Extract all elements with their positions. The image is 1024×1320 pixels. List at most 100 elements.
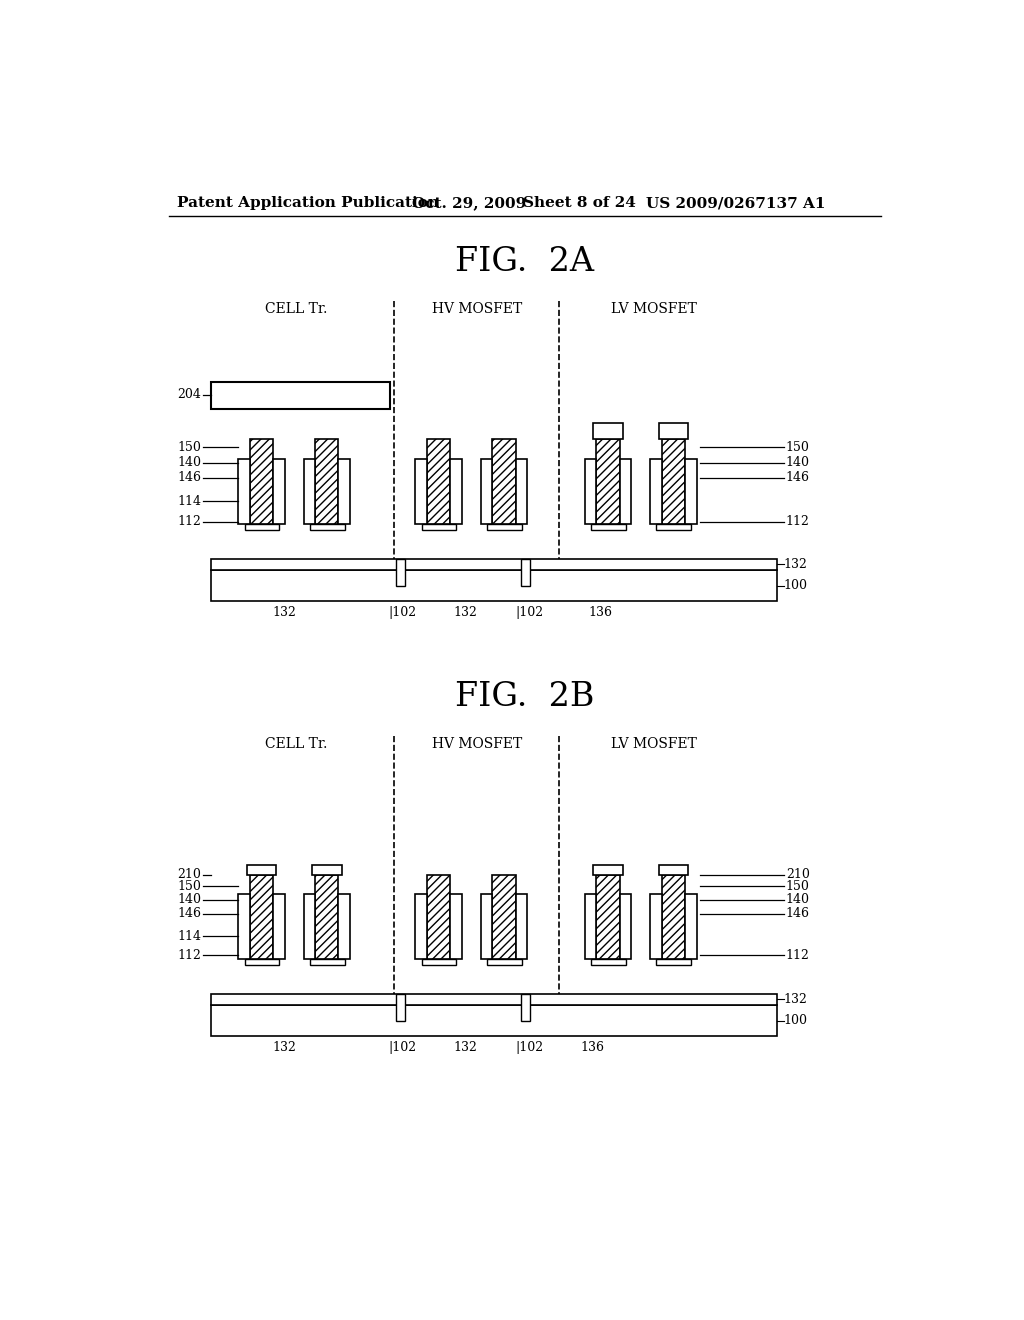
Bar [650, 894, 662, 960]
Bar [591, 524, 626, 531]
Text: 114: 114 [177, 929, 202, 942]
Bar [273, 459, 285, 524]
Bar [422, 524, 457, 531]
Bar [396, 994, 406, 1020]
Bar [585, 894, 596, 960]
Bar [339, 894, 350, 960]
Text: 132: 132 [272, 1041, 297, 1055]
Bar [211, 994, 777, 1006]
Bar [245, 960, 280, 965]
Text: 140: 140 [785, 894, 810, 907]
Text: 146: 146 [177, 907, 202, 920]
Bar [658, 422, 688, 440]
Bar [493, 440, 515, 524]
Bar [685, 894, 696, 960]
Bar [481, 459, 493, 524]
Text: 132: 132 [272, 606, 297, 619]
Text: 136: 136 [588, 606, 612, 619]
Text: 136: 136 [581, 1041, 604, 1055]
Bar [211, 558, 777, 570]
Text: Patent Application Publication: Patent Application Publication [177, 197, 438, 210]
Bar [620, 459, 631, 524]
Bar [593, 866, 623, 875]
Bar [396, 558, 406, 586]
Bar [310, 960, 345, 965]
Bar [273, 894, 285, 960]
Bar [245, 524, 280, 531]
Bar [315, 875, 339, 960]
Text: LV MOSFET: LV MOSFET [611, 301, 697, 315]
Bar [515, 459, 527, 524]
Text: 132: 132 [783, 993, 807, 1006]
Bar [339, 459, 350, 524]
Bar [481, 894, 493, 960]
Text: 100: 100 [783, 1014, 808, 1027]
Bar [250, 875, 273, 960]
Text: 132: 132 [454, 1041, 477, 1055]
Bar [591, 960, 626, 965]
Text: 112: 112 [177, 949, 202, 962]
Text: 140: 140 [177, 455, 202, 469]
Bar [427, 875, 451, 960]
Text: 114: 114 [177, 495, 202, 508]
Text: Sheet 8 of 24: Sheet 8 of 24 [523, 197, 636, 210]
Text: 132: 132 [454, 606, 477, 619]
Text: 140: 140 [785, 455, 810, 469]
Text: CELL Tr.: CELL Tr. [265, 737, 328, 751]
Bar [515, 894, 527, 960]
Text: 204: 204 [177, 388, 202, 401]
Bar [656, 524, 691, 531]
Text: CELL Tr.: CELL Tr. [265, 301, 328, 315]
Bar [416, 894, 427, 960]
Text: US 2009/0267137 A1: US 2009/0267137 A1 [646, 197, 826, 210]
Bar [211, 381, 390, 409]
Bar [487, 960, 521, 965]
Text: 150: 150 [785, 879, 810, 892]
Text: 112: 112 [785, 515, 810, 528]
Bar [521, 558, 530, 586]
Text: 150: 150 [177, 879, 202, 892]
Bar [250, 440, 273, 524]
Bar [304, 459, 315, 524]
Text: 112: 112 [785, 949, 810, 962]
Text: LV MOSFET: LV MOSFET [611, 737, 697, 751]
Bar [685, 459, 696, 524]
Bar [427, 440, 451, 524]
Text: FIG.  2A: FIG. 2A [456, 247, 594, 279]
Text: HV MOSFET: HV MOSFET [432, 737, 522, 751]
Bar [451, 459, 462, 524]
Bar [656, 960, 691, 965]
Bar [593, 422, 623, 440]
Text: 210: 210 [177, 869, 202, 880]
Text: 150: 150 [177, 441, 202, 454]
Text: FIG.  2B: FIG. 2B [455, 681, 595, 713]
Text: 132: 132 [783, 557, 807, 570]
Bar [596, 875, 620, 960]
Text: HV MOSFET: HV MOSFET [432, 301, 522, 315]
Bar [315, 440, 339, 524]
Text: |102: |102 [388, 1041, 417, 1055]
Bar [658, 866, 688, 875]
Text: 140: 140 [177, 894, 202, 907]
Bar [304, 894, 315, 960]
Bar [310, 524, 345, 531]
Text: 112: 112 [177, 515, 202, 528]
Text: Oct. 29, 2009: Oct. 29, 2009 [412, 197, 526, 210]
Bar [662, 875, 685, 960]
Text: 150: 150 [785, 441, 810, 454]
Bar [662, 440, 685, 524]
Text: |102: |102 [515, 1041, 544, 1055]
Bar [416, 459, 427, 524]
Bar [521, 994, 530, 1020]
Bar [493, 875, 515, 960]
Bar [487, 524, 521, 531]
Bar [239, 894, 250, 960]
Bar [596, 440, 620, 524]
Bar [312, 866, 342, 875]
Text: |102: |102 [515, 606, 544, 619]
Text: 146: 146 [785, 471, 810, 484]
Bar [650, 459, 662, 524]
Text: 146: 146 [177, 471, 202, 484]
Text: 146: 146 [785, 907, 810, 920]
Text: 210: 210 [785, 869, 810, 880]
